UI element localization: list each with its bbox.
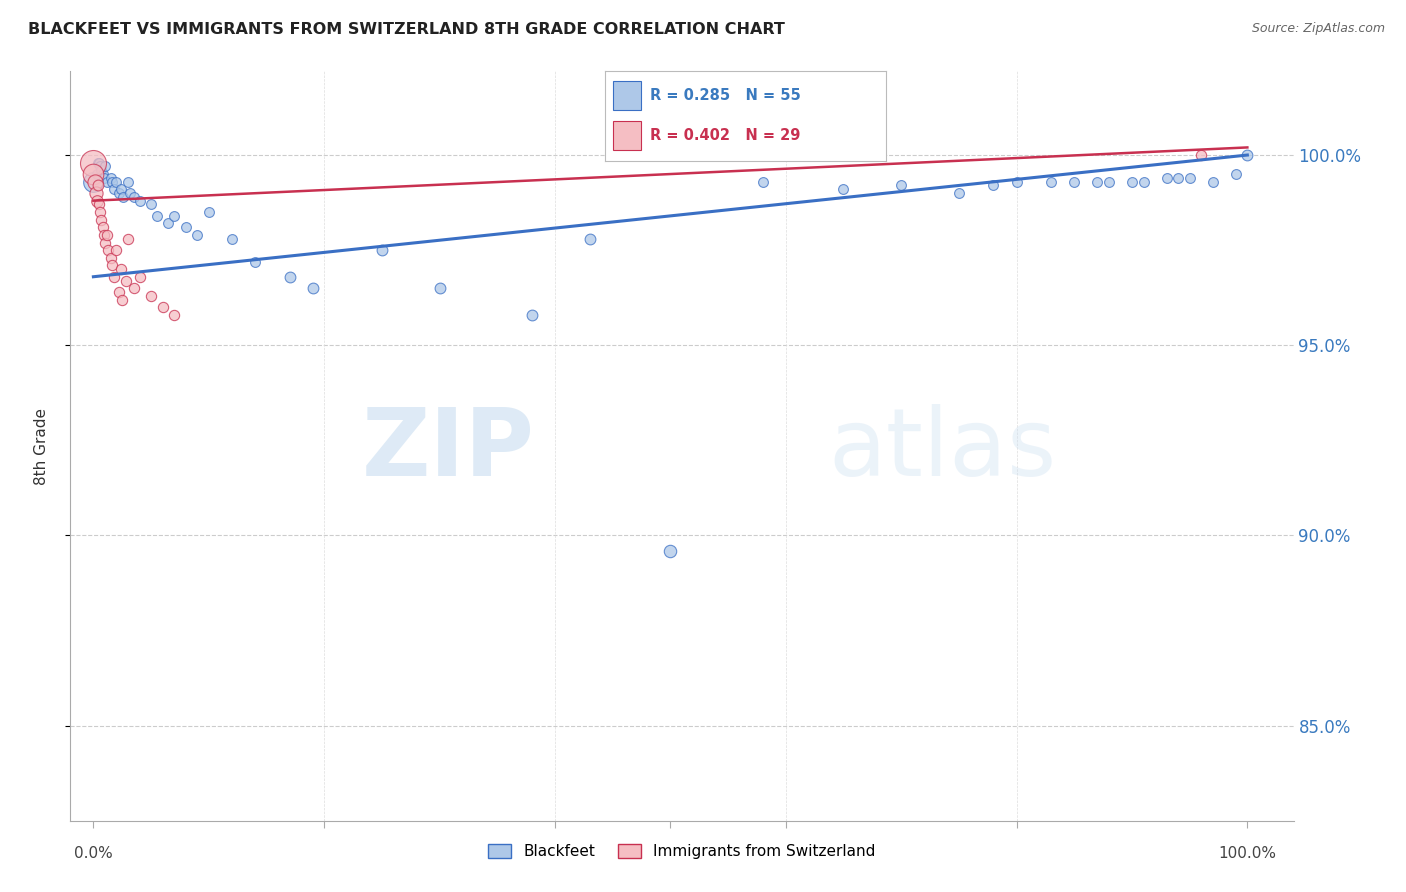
Point bbox=[120, 186, 142, 200]
Y-axis label: 8th Grade: 8th Grade bbox=[35, 408, 49, 484]
Point bbox=[139, 197, 162, 211]
Point bbox=[112, 190, 135, 204]
Point bbox=[1189, 148, 1212, 162]
Point bbox=[105, 175, 128, 189]
Point bbox=[83, 175, 105, 189]
Point bbox=[1202, 175, 1225, 189]
Point bbox=[578, 232, 600, 246]
Text: R = 0.402   N = 29: R = 0.402 N = 29 bbox=[650, 128, 800, 143]
Point bbox=[107, 285, 129, 299]
Point bbox=[90, 212, 112, 227]
Point bbox=[278, 269, 301, 284]
Point bbox=[82, 155, 104, 169]
Point bbox=[371, 243, 394, 257]
Point bbox=[1156, 170, 1178, 185]
Point bbox=[110, 262, 132, 277]
Point bbox=[1225, 167, 1247, 181]
Point bbox=[96, 227, 118, 242]
Point bbox=[87, 178, 110, 193]
Point bbox=[948, 186, 970, 200]
Text: Source: ZipAtlas.com: Source: ZipAtlas.com bbox=[1251, 22, 1385, 36]
Point bbox=[89, 160, 111, 174]
Point bbox=[96, 175, 118, 189]
Point bbox=[82, 167, 104, 181]
Point bbox=[93, 170, 115, 185]
Point bbox=[86, 194, 108, 208]
Point bbox=[659, 543, 682, 558]
Point bbox=[100, 251, 122, 265]
Point bbox=[117, 232, 139, 246]
Point bbox=[146, 209, 169, 223]
Text: 100.0%: 100.0% bbox=[1219, 846, 1277, 861]
Point bbox=[111, 293, 134, 307]
Point bbox=[152, 300, 174, 314]
Point bbox=[105, 243, 128, 257]
Point bbox=[429, 281, 451, 295]
Point bbox=[89, 205, 111, 219]
Point bbox=[1098, 175, 1121, 189]
Bar bbox=[613, 121, 641, 150]
Point bbox=[122, 190, 145, 204]
Point bbox=[163, 308, 186, 322]
Point bbox=[117, 175, 139, 189]
Point bbox=[87, 155, 110, 169]
Point bbox=[84, 186, 107, 200]
Point bbox=[751, 175, 773, 189]
Point bbox=[128, 194, 150, 208]
Point bbox=[122, 281, 145, 295]
Point bbox=[221, 232, 243, 246]
Point bbox=[101, 258, 124, 272]
Point bbox=[89, 155, 111, 169]
Point bbox=[157, 217, 180, 231]
Point bbox=[186, 227, 208, 242]
Point bbox=[890, 178, 912, 193]
Point bbox=[1085, 175, 1108, 189]
Point bbox=[1178, 170, 1201, 185]
Text: ZIP: ZIP bbox=[363, 404, 536, 496]
Point bbox=[1121, 175, 1143, 189]
Point bbox=[89, 197, 111, 211]
Point bbox=[86, 167, 108, 181]
Point bbox=[128, 269, 150, 284]
Point bbox=[1040, 175, 1063, 189]
Point bbox=[174, 220, 197, 235]
Point bbox=[91, 167, 114, 181]
Text: R = 0.285   N = 55: R = 0.285 N = 55 bbox=[650, 88, 800, 103]
Legend: Blackfeet, Immigrants from Switzerland: Blackfeet, Immigrants from Switzerland bbox=[482, 838, 882, 865]
Point bbox=[110, 182, 132, 196]
Point bbox=[107, 186, 129, 200]
Point bbox=[1063, 175, 1085, 189]
Point bbox=[1005, 175, 1028, 189]
Point bbox=[114, 274, 136, 288]
Text: atlas: atlas bbox=[828, 404, 1057, 496]
Point bbox=[301, 281, 323, 295]
Point bbox=[832, 182, 855, 196]
Point bbox=[1236, 148, 1258, 162]
Point bbox=[90, 163, 112, 178]
Point bbox=[100, 170, 122, 185]
Point bbox=[82, 175, 104, 189]
Point bbox=[101, 175, 124, 189]
Point bbox=[197, 205, 219, 219]
Point bbox=[1167, 170, 1189, 185]
Bar bbox=[613, 81, 641, 110]
Text: 0.0%: 0.0% bbox=[75, 846, 112, 861]
Point bbox=[1132, 175, 1154, 189]
Point bbox=[94, 160, 117, 174]
Point bbox=[97, 243, 120, 257]
Point bbox=[91, 220, 114, 235]
Point bbox=[103, 182, 125, 196]
Point bbox=[139, 289, 162, 303]
Point bbox=[163, 209, 186, 223]
Point bbox=[93, 227, 115, 242]
Point bbox=[983, 178, 1005, 193]
Point bbox=[520, 308, 543, 322]
Point bbox=[103, 269, 125, 284]
Point bbox=[94, 235, 117, 250]
Point bbox=[243, 254, 266, 268]
Text: BLACKFEET VS IMMIGRANTS FROM SWITZERLAND 8TH GRADE CORRELATION CHART: BLACKFEET VS IMMIGRANTS FROM SWITZERLAND… bbox=[28, 22, 785, 37]
